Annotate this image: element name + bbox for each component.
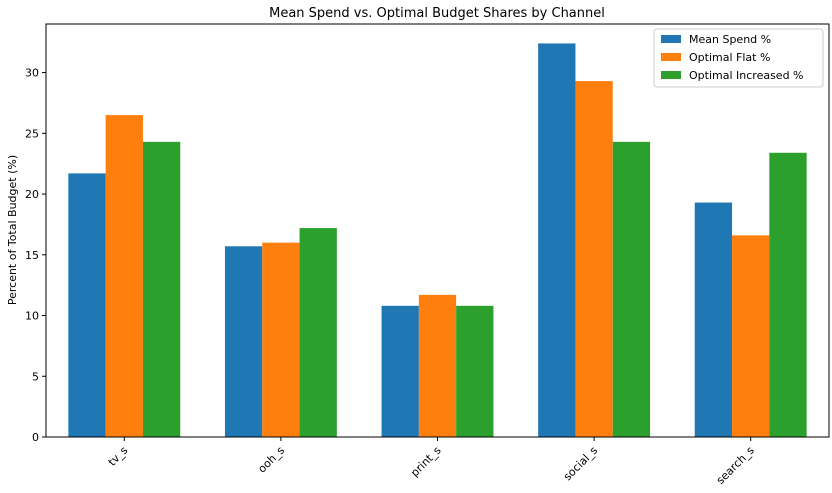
y-axis-title: Percent of Total Budget (%) xyxy=(6,155,19,305)
bar-search_s-mean-spend xyxy=(694,202,733,437)
chart-title: Mean Spend vs. Optimal Budget Shares by … xyxy=(269,6,605,21)
y-tick-label: 15 xyxy=(25,249,39,262)
y-tick-label: 25 xyxy=(25,127,39,140)
legend-label: Optimal Increased % xyxy=(689,69,804,82)
bar-print_s-optimal-flat xyxy=(418,294,457,437)
bar-search_s-optimal-increased xyxy=(769,152,807,437)
bar-tv_s-mean-spend xyxy=(68,173,106,438)
bar-print_s-optimal-increased xyxy=(456,305,494,437)
y-tick-label: 0 xyxy=(32,431,39,444)
bar-social_s-optimal-increased xyxy=(612,141,651,437)
y-tick-label: 5 xyxy=(32,370,39,383)
legend-swatch xyxy=(661,71,681,79)
legend-label: Mean Spend % xyxy=(689,33,771,46)
legend-swatch xyxy=(661,53,681,61)
y-tick-label: 20 xyxy=(25,188,39,201)
bar-search_s-optimal-flat xyxy=(732,235,770,437)
y-tick-label: 30 xyxy=(25,67,39,80)
x-tick-label: print_s xyxy=(408,444,444,480)
bar-tv_s-optimal-increased xyxy=(142,141,181,437)
bar-print_s-mean-spend xyxy=(381,305,419,437)
x-tick-label: ooh_s xyxy=(255,444,287,476)
bars-group xyxy=(68,43,807,438)
x-tick-label: search_s xyxy=(714,444,757,487)
bar-social_s-mean-spend xyxy=(538,43,576,437)
bar-tv_s-optimal-flat xyxy=(105,115,143,438)
bar-ooh_s-optimal-increased xyxy=(299,228,337,437)
legend-swatch xyxy=(661,35,681,43)
x-tick-label: tv_s xyxy=(106,444,131,469)
bar-ooh_s-mean-spend xyxy=(224,246,263,437)
legend-box xyxy=(653,28,824,88)
bar-social_s-optimal-flat xyxy=(575,81,613,437)
bar-ooh_s-optimal-flat xyxy=(262,242,300,437)
legend-label: Optimal Flat % xyxy=(689,51,770,64)
x-axis: tv_s ooh_s print_s social_s search_s xyxy=(106,437,757,487)
x-tick-label: social_s xyxy=(561,444,601,484)
y-axis: 0 5 10 15 20 25 30 xyxy=(25,67,46,444)
y-tick-label: 10 xyxy=(25,310,39,323)
legend: Mean Spend % Optimal Flat % Optimal Increa… xyxy=(653,28,824,88)
